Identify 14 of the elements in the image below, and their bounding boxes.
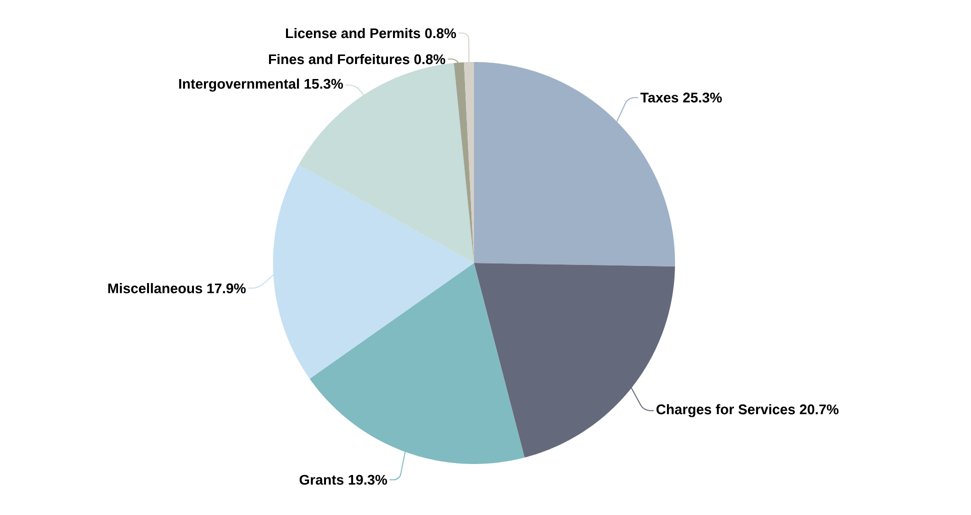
slice-label: Intergovernmental (179, 78, 299, 92)
slice-label: Taxes (640, 92, 678, 103)
data-label: 20.7% (800, 404, 839, 414)
slice-label: License and Permits (286, 28, 420, 38)
slice-label: Miscellaneous (108, 283, 202, 294)
data-label: 15.3% (304, 78, 343, 89)
data-label: 17.9% (207, 283, 246, 294)
slice-label: Fines and Forfeitures (269, 54, 410, 64)
data-label: 0.8% (414, 54, 446, 64)
slice-label: Grants (300, 474, 344, 485)
slice-label: Charges for Services (656, 404, 795, 418)
data-label: 19.3% (348, 474, 388, 485)
data-label: 25.3% (683, 92, 722, 103)
data-label: 0.8% (425, 28, 456, 38)
